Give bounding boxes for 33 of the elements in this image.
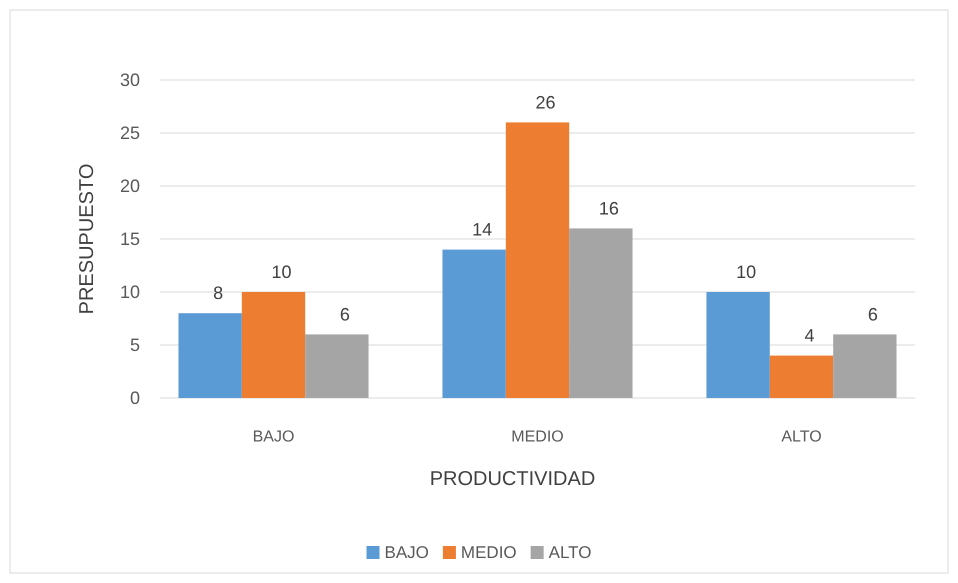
bar (569, 228, 633, 398)
y-tick-label: 5 (130, 334, 140, 355)
legend-label: ALTO (548, 543, 592, 562)
bar (305, 334, 369, 398)
y-tick-label: 10 (120, 282, 140, 302)
y-tick-label: 0 (130, 388, 140, 408)
x-axis-title: PRODUCTIVIDAD (430, 468, 596, 490)
data-label: 10 (272, 262, 292, 282)
y-tick-label: 30 (120, 70, 140, 90)
y-tick-label: 15 (120, 228, 140, 249)
data-label: 26 (535, 92, 556, 112)
y-tick-label: 20 (120, 176, 140, 196)
x-tick-label: MEDIO (511, 428, 564, 446)
bar (506, 122, 570, 398)
data-label: 16 (598, 198, 619, 218)
data-label: 10 (736, 262, 756, 282)
legend-label: BAJO (384, 543, 429, 562)
x-tick-label: ALTO (781, 428, 822, 446)
data-label: 6 (340, 304, 350, 324)
data-label: 4 (804, 326, 814, 346)
y-axis-title: PRESUPUESTO (76, 164, 98, 314)
x-tick-label: BAJO (252, 428, 294, 446)
bar (833, 334, 897, 398)
y-tick-label: 25 (120, 122, 140, 143)
bar (770, 356, 834, 398)
bar (442, 250, 506, 398)
data-label: 6 (868, 304, 878, 324)
bar (242, 292, 306, 398)
legend-label: MEDIO (460, 543, 517, 562)
bar (706, 292, 770, 398)
bar (178, 313, 242, 398)
data-label: 14 (472, 220, 492, 240)
data-label: 8 (213, 283, 224, 304)
